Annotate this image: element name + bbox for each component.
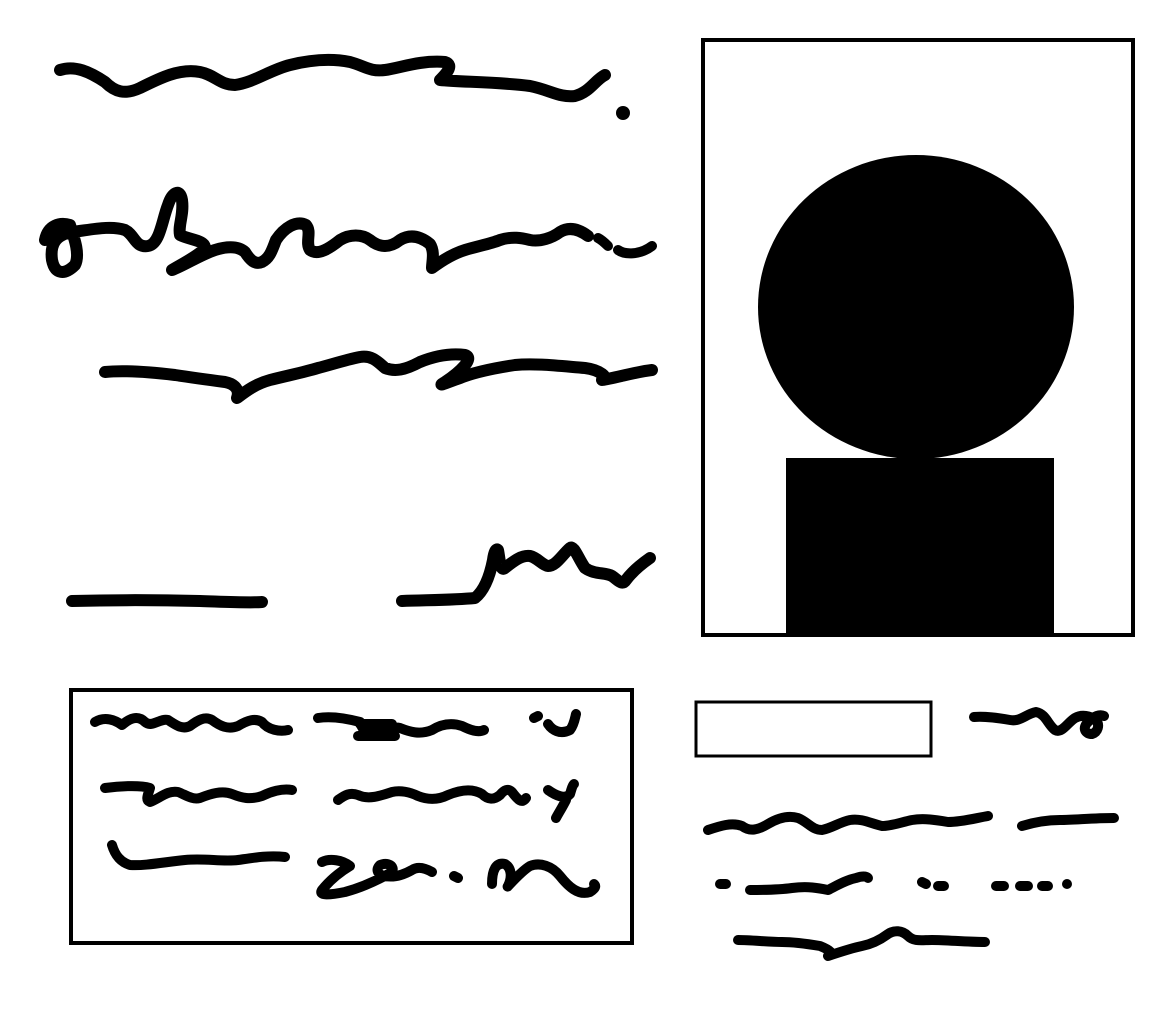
headline-scribble-1-tail xyxy=(593,233,657,259)
info-box-line-1 xyxy=(90,709,581,741)
info-box-line-2 xyxy=(100,779,579,823)
silhouette-head xyxy=(758,155,1074,459)
caption-line-1 xyxy=(703,811,1119,835)
caption-dot xyxy=(1062,879,1072,889)
headline-scribble-2 xyxy=(99,348,658,404)
info-box-line-3 xyxy=(107,840,601,900)
title-scribble xyxy=(54,53,611,103)
silhouette-body xyxy=(786,458,1054,635)
caption-line-2 xyxy=(715,871,1053,895)
byline-underline-right xyxy=(396,541,656,607)
person-silhouette-icon xyxy=(758,155,1074,635)
input-label-scribble xyxy=(969,707,1109,739)
title-dot xyxy=(616,106,630,120)
caption-line-3 xyxy=(733,926,990,961)
text-input-box[interactable] xyxy=(694,700,933,758)
byline-underline-left xyxy=(66,594,268,609)
headline-scribble-1 xyxy=(39,186,594,278)
info-box-frame xyxy=(69,688,634,945)
